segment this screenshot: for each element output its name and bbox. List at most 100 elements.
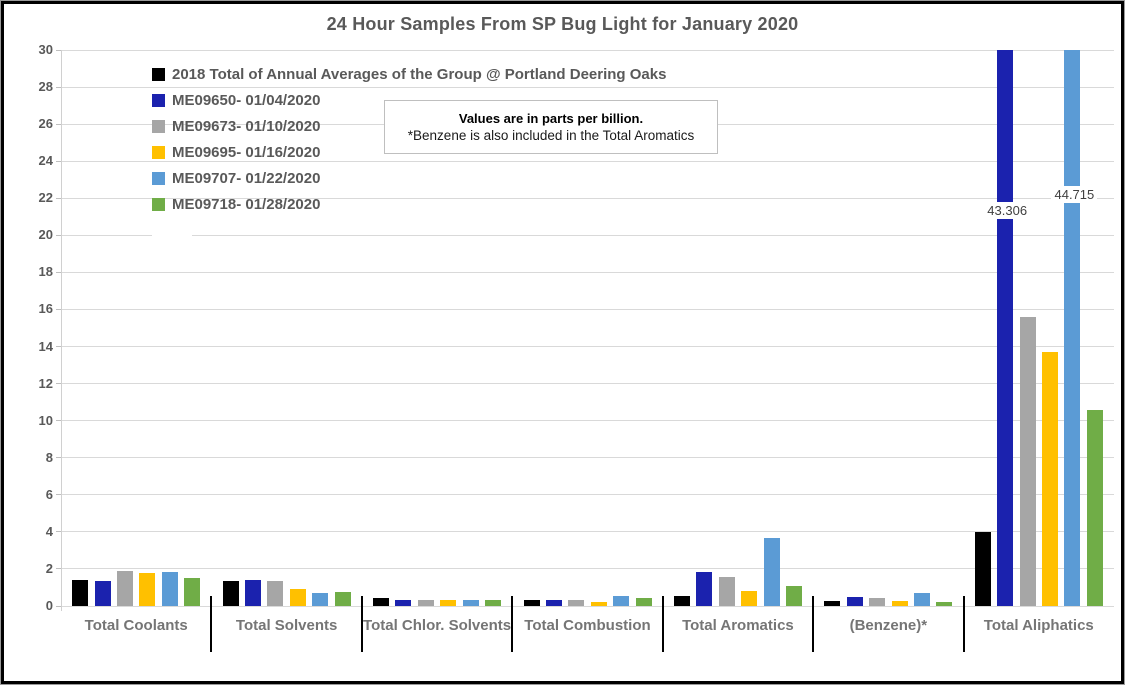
- legend-label: ME09718- 01/28/2020: [172, 195, 321, 213]
- y-tick-mark: [56, 494, 61, 496]
- note-line-1: Values are in parts per billion.: [458, 111, 644, 126]
- category-label: Total Aromatics: [682, 617, 794, 634]
- y-tick-label: 14: [38, 338, 53, 354]
- y-tick-label: 12: [38, 375, 53, 391]
- legend-swatch: [152, 67, 165, 81]
- bar-series3-cat6: [1041, 352, 1058, 606]
- y-tick-label: 30: [38, 42, 53, 57]
- gridline: [61, 197, 1114, 199]
- y-tick-mark: [56, 383, 61, 385]
- bar-series4-cat4: [763, 538, 780, 606]
- bar-series0-cat3: [523, 600, 540, 606]
- category-separator: [511, 596, 514, 652]
- y-tick-mark: [56, 457, 61, 459]
- category-separator: [360, 596, 363, 652]
- bar-series0-cat2: [373, 597, 390, 606]
- legend-swatch: [152, 145, 165, 159]
- bar-series2-cat0: [117, 570, 133, 606]
- bar-series1-cat2: [395, 599, 412, 606]
- legend-swatch: [152, 197, 165, 211]
- gridline: [61, 494, 1114, 496]
- bar-series3-cat3: [590, 602, 607, 606]
- legend-item: ME09673- 01/10/2020: [152, 113, 666, 139]
- legend-label: ME09650- 01/04/2020: [172, 91, 321, 109]
- bar-series0-cat4: [673, 595, 690, 606]
- legend-item: 2018 Total of Annual Averages of the Gro…: [152, 61, 666, 87]
- category-label: Total Solvents: [235, 617, 338, 634]
- y-tick-label: 4: [45, 523, 53, 539]
- bar-series5-cat1: [334, 592, 351, 606]
- y-tick-label: 20: [38, 227, 53, 243]
- y-tick-mark: [56, 346, 61, 348]
- bar-series3-cat4: [741, 591, 758, 606]
- y-tick-mark: [56, 160, 61, 162]
- category-label: (Benzene)*: [849, 617, 928, 634]
- bar-data-label: 44.715: [1051, 186, 1098, 203]
- bar-series2-cat3: [568, 599, 585, 606]
- y-tick-mark: [56, 308, 61, 310]
- bar-series0-cat6: [974, 531, 991, 606]
- bar-series5-cat4: [785, 585, 802, 606]
- bar-chart: 24 Hour Samples From SP Bug Light for Ja…: [4, 4, 1121, 681]
- gridline: [61, 346, 1114, 348]
- legend-swatch: [152, 119, 165, 133]
- y-tick-label: 26: [38, 116, 53, 132]
- chart-legend: 2018 Total of Annual Averages of the Gro…: [152, 61, 666, 217]
- bar-series4-cat1: [312, 593, 329, 606]
- bar-series1-cat4: [696, 571, 713, 606]
- bar-series5-cat5: [936, 602, 953, 606]
- y-tick-label: 18: [38, 264, 53, 280]
- category-separator: [962, 596, 965, 652]
- bar-data-label: 43.306: [984, 202, 1031, 219]
- gridline: [61, 271, 1114, 273]
- bar-series3-cat5: [891, 601, 908, 606]
- category-separator: [210, 596, 213, 652]
- bar-series2-cat6: [1019, 316, 1036, 606]
- gridline: [61, 49, 1114, 51]
- y-tick-mark: [56, 568, 61, 570]
- legend-swatch: [152, 93, 165, 107]
- category-label: Total Aliphatics: [983, 617, 1094, 634]
- y-tick-mark: [56, 234, 61, 236]
- y-tick-label: 2: [45, 560, 53, 576]
- gridline: [61, 160, 1114, 162]
- y-tick-label: 8: [45, 449, 53, 465]
- bar-series4-cat6: [1064, 50, 1081, 606]
- gridline: [61, 383, 1114, 385]
- bar-series5-cat3: [635, 597, 652, 606]
- bar-series3-cat0: [139, 572, 156, 606]
- category-label: Total Coolants: [84, 617, 188, 634]
- y-tick-label: 10: [38, 412, 53, 428]
- bar-series2-cat4: [718, 577, 735, 606]
- gridline: [61, 86, 1114, 88]
- white-patch: [152, 225, 192, 244]
- bar-series1-cat3: [545, 599, 562, 606]
- y-tick-label: 28: [38, 79, 53, 95]
- y-tick-mark: [56, 531, 61, 533]
- y-tick-label: 0: [45, 598, 53, 613]
- bar-series1-cat1: [245, 580, 262, 606]
- gridline: [61, 420, 1114, 422]
- legend-swatch: [152, 171, 165, 185]
- legend-item: ME09650- 01/04/2020: [152, 87, 666, 113]
- note-box: Values are in parts per billion. *Benzen…: [384, 100, 718, 154]
- bar-series0-cat5: [824, 601, 841, 606]
- chart-title: 24 Hour Samples From SP Bug Light for Ja…: [326, 14, 799, 34]
- bar-series3-cat2: [440, 600, 457, 606]
- bar-series1-cat6: [997, 50, 1014, 606]
- bar-series1-cat5: [846, 596, 863, 606]
- y-tick-label: 22: [38, 190, 53, 206]
- bar-series2-cat5: [869, 597, 886, 606]
- y-tick-label: 16: [38, 301, 53, 317]
- legend-label: ME09673- 01/10/2020: [172, 117, 321, 135]
- y-tick-mark: [56, 271, 61, 273]
- bar-series5-cat2: [485, 600, 502, 606]
- bar-series2-cat1: [267, 580, 284, 606]
- y-tick-label: 6: [45, 486, 53, 502]
- y-axis-line: [61, 50, 62, 611]
- gridline: [61, 531, 1114, 533]
- y-tick-mark: [56, 420, 61, 422]
- category-label: Total Chlor. Solvents: [363, 617, 512, 634]
- y-tick-mark: [56, 197, 61, 199]
